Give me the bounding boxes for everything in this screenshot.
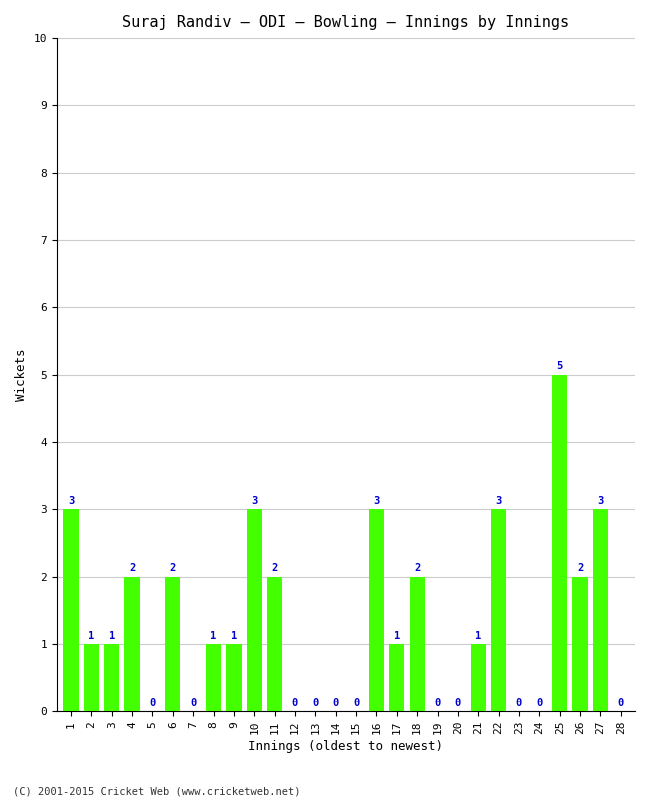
Y-axis label: Wickets: Wickets [15, 349, 28, 401]
Bar [246, 510, 262, 711]
Text: 2: 2 [272, 563, 278, 574]
Text: 3: 3 [495, 496, 502, 506]
Text: 0: 0 [516, 698, 522, 708]
Bar [165, 577, 181, 711]
Text: (C) 2001-2015 Cricket Web (www.cricketweb.net): (C) 2001-2015 Cricket Web (www.cricketwe… [13, 786, 300, 796]
Bar [573, 577, 588, 711]
Text: 0: 0 [455, 698, 461, 708]
Bar [491, 510, 506, 711]
Bar [389, 644, 404, 711]
Text: 2: 2 [414, 563, 421, 574]
Text: 0: 0 [333, 698, 339, 708]
Bar [552, 374, 567, 711]
Bar [267, 577, 282, 711]
Text: 3: 3 [597, 496, 603, 506]
Bar [410, 577, 425, 711]
Text: 0: 0 [434, 698, 441, 708]
Text: 2: 2 [577, 563, 583, 574]
Title: Suraj Randiv – ODI – Bowling – Innings by Innings: Suraj Randiv – ODI – Bowling – Innings b… [122, 15, 569, 30]
Text: 0: 0 [536, 698, 543, 708]
Bar [369, 510, 384, 711]
Text: 1: 1 [231, 630, 237, 641]
Text: 1: 1 [88, 630, 94, 641]
Text: 0: 0 [292, 698, 298, 708]
Bar [206, 644, 221, 711]
Text: 0: 0 [190, 698, 196, 708]
Text: 2: 2 [129, 563, 135, 574]
Bar [64, 510, 79, 711]
Text: 0: 0 [353, 698, 359, 708]
X-axis label: Innings (oldest to newest): Innings (oldest to newest) [248, 740, 443, 753]
Bar [84, 644, 99, 711]
Text: 0: 0 [312, 698, 318, 708]
Text: 1: 1 [211, 630, 216, 641]
Text: 1: 1 [109, 630, 115, 641]
Text: 5: 5 [556, 362, 563, 371]
Text: 0: 0 [618, 698, 624, 708]
Text: 1: 1 [475, 630, 482, 641]
Text: 3: 3 [68, 496, 74, 506]
Text: 0: 0 [150, 698, 155, 708]
Bar [471, 644, 486, 711]
Text: 2: 2 [170, 563, 176, 574]
Text: 3: 3 [251, 496, 257, 506]
Bar [104, 644, 120, 711]
Bar [124, 577, 140, 711]
Bar [226, 644, 242, 711]
Text: 1: 1 [394, 630, 400, 641]
Bar [593, 510, 608, 711]
Text: 3: 3 [373, 496, 380, 506]
